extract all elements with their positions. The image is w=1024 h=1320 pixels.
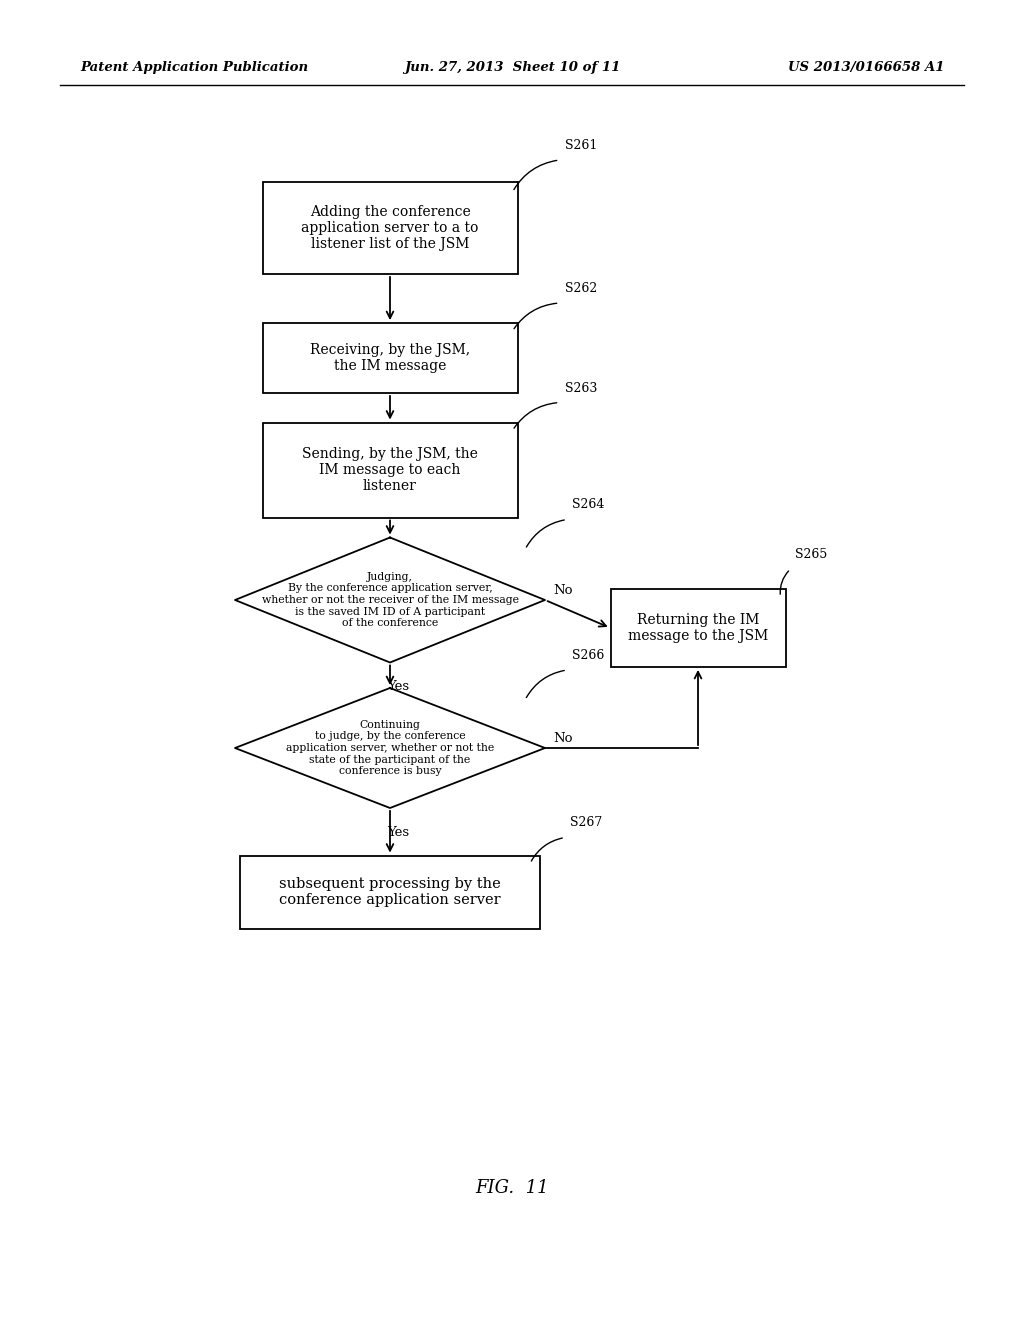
- Text: Adding the conference
application server to a to
listener list of the JSM: Adding the conference application server…: [301, 205, 478, 251]
- Text: No: No: [553, 583, 572, 597]
- Text: S265: S265: [796, 548, 827, 561]
- Text: No: No: [553, 731, 572, 744]
- Text: S267: S267: [570, 817, 602, 829]
- Text: S262: S262: [564, 282, 597, 294]
- Bar: [610, 589, 785, 667]
- Text: Sending, by the JSM, the
IM message to each
listener: Sending, by the JSM, the IM message to e…: [302, 446, 478, 494]
- Text: Jun. 27, 2013  Sheet 10 of 11: Jun. 27, 2013 Sheet 10 of 11: [403, 62, 621, 74]
- Text: S261: S261: [564, 139, 597, 152]
- Text: US 2013/0166658 A1: US 2013/0166658 A1: [787, 62, 944, 74]
- Text: Receiving, by the JSM,
the IM message: Receiving, by the JSM, the IM message: [310, 343, 470, 374]
- Text: Judging,
By the conference application server,
whether or not the receiver of th: Judging, By the conference application s…: [261, 572, 518, 628]
- Bar: [262, 422, 517, 517]
- Text: Patent Application Publication: Patent Application Publication: [80, 62, 308, 74]
- Text: FIG.  11: FIG. 11: [475, 1179, 549, 1197]
- Bar: [262, 323, 517, 393]
- Text: S263: S263: [564, 381, 597, 395]
- Bar: [240, 855, 540, 928]
- Bar: [262, 182, 517, 275]
- Text: S264: S264: [572, 499, 604, 511]
- Text: subsequent processing by the
conference application server: subsequent processing by the conference …: [280, 876, 501, 907]
- Text: Returning the IM
message to the JSM: Returning the IM message to the JSM: [628, 612, 768, 643]
- Text: S266: S266: [572, 649, 604, 663]
- Text: Continuing
to judge, by the conference
application server, whether or not the
st: Continuing to judge, by the conference a…: [286, 719, 495, 776]
- Text: Yes: Yes: [387, 681, 409, 693]
- Text: Yes: Yes: [387, 826, 409, 840]
